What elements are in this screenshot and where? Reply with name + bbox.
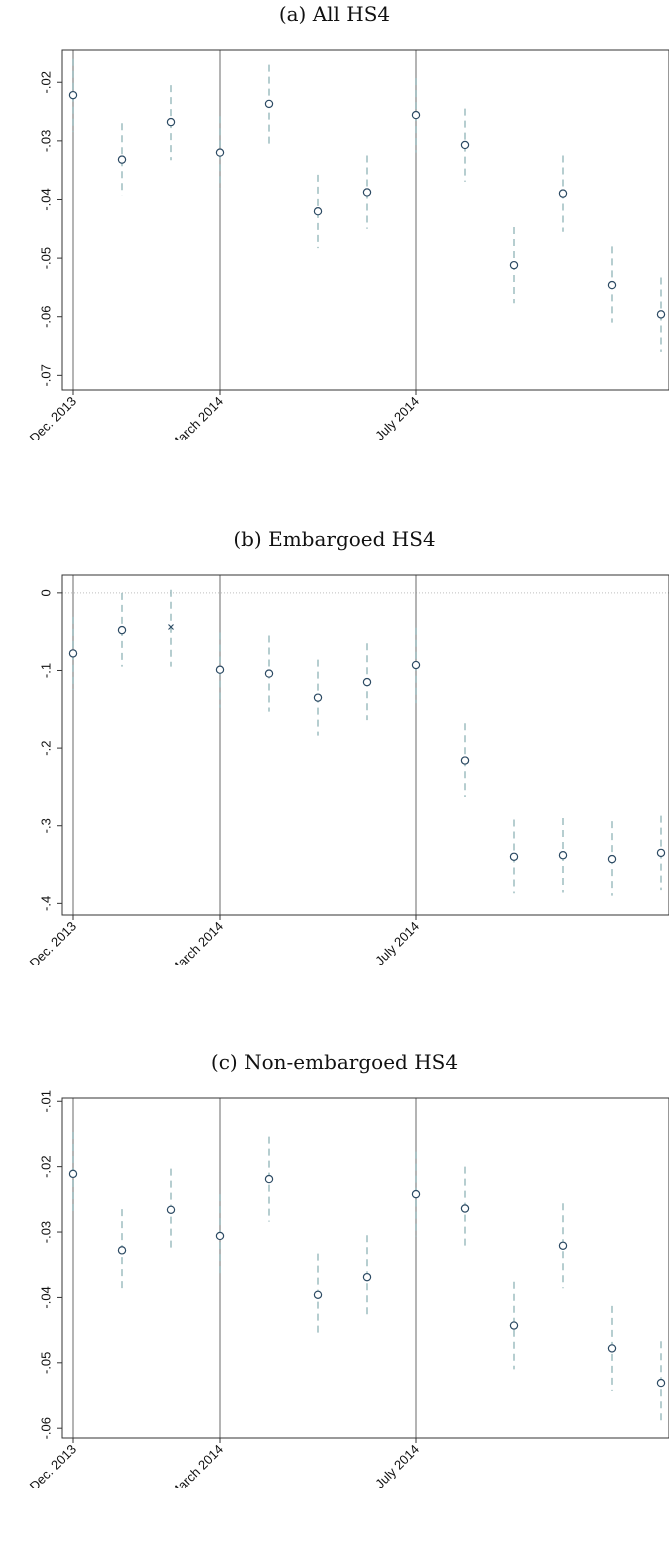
plot-frame <box>61 49 669 391</box>
point-marker <box>166 1205 176 1215</box>
point-marker <box>411 1189 421 1199</box>
point-marker <box>117 155 127 164</box>
point-marker <box>558 189 568 198</box>
point-marker <box>362 188 372 197</box>
x-stroke <box>168 624 174 630</box>
x-tick-label: March 2014 <box>167 394 226 440</box>
point-marker <box>411 110 421 120</box>
point-marker <box>215 665 225 674</box>
point-marker <box>558 1241 568 1250</box>
panel-b-chart: 0 -.1 -.2 -.3 -.4 Dec. 2013 March 2014 July 201… <box>27 574 669 965</box>
point-marker <box>460 1204 470 1213</box>
point-marker <box>607 854 617 864</box>
point-marker <box>313 693 323 702</box>
y-tick-label: -.07 <box>39 364 54 386</box>
y-tick-label: -.1 <box>39 663 54 678</box>
y-tick-label: -.4 <box>39 896 54 911</box>
y-tick-label: -.01 <box>39 1090 54 1112</box>
y-tick-label: -.3 <box>39 818 54 833</box>
point-marker <box>509 1321 519 1330</box>
y-tick-label: -.06 <box>39 1417 54 1439</box>
point-marker <box>509 852 519 861</box>
point-marker-x <box>168 624 174 630</box>
y-tick-label: -.03 <box>39 130 54 152</box>
point-marker <box>264 1174 274 1184</box>
point-marker <box>117 1246 127 1255</box>
point-marker <box>68 1169 78 1179</box>
point-marker <box>264 99 274 109</box>
y-tick-label: -.06 <box>39 306 54 328</box>
x-tick-label: Dec. 2013 <box>27 394 80 440</box>
x-tick-label: Dec. 2013 <box>27 1442 80 1488</box>
point-marker <box>509 260 519 270</box>
point-marker <box>460 756 470 765</box>
y-tick-label: -.2 <box>39 741 54 756</box>
point-marker <box>460 140 470 150</box>
point-marker <box>656 848 666 858</box>
point-marker <box>558 851 568 860</box>
panel-c-title: (c) Non-embargoed HS4 <box>210 1050 459 1074</box>
panel-a-chart: -.02 -.03 -.04 -.05 -.06 -.07 Dec. 2013 March 2… <box>27 49 669 440</box>
y-tick-label: -.03 <box>39 1221 54 1243</box>
y-tick-label: 0 <box>39 589 54 596</box>
plot-frame <box>61 574 669 916</box>
y-tick-label: -.05 <box>39 247 54 269</box>
point-marker <box>313 1290 323 1300</box>
point-marker <box>607 1344 617 1353</box>
point-marker <box>607 280 617 290</box>
point-marker <box>264 669 274 678</box>
point-marker <box>166 117 176 127</box>
panel-c-chart: -.01 -.02 -.03 -.04 -.05 -.06 Dec. 2013 March 2… <box>27 1090 669 1488</box>
plot-frame <box>61 1097 669 1439</box>
y-tick-label: -.02 <box>39 1155 54 1177</box>
x-tick-label: Dec. 2013 <box>27 919 80 965</box>
panel-b-title: (b) Embargoed HS4 <box>233 527 436 551</box>
point-marker <box>313 207 323 216</box>
y-tick-label: -.04 <box>39 1286 54 1308</box>
x-tick-label: July 2014 <box>372 1442 422 1488</box>
x-tick-label: March 2014 <box>167 919 226 965</box>
point-marker <box>68 649 78 658</box>
point-marker <box>117 625 127 635</box>
point-marker <box>362 1272 372 1282</box>
y-tick-label: -.05 <box>39 1352 54 1374</box>
point-marker <box>215 1231 225 1241</box>
y-tick-label: -.02 <box>39 71 54 93</box>
point-marker <box>362 677 372 687</box>
point-marker <box>656 1378 666 1388</box>
point-marker <box>68 90 78 100</box>
y-tick-label: -.04 <box>39 188 54 210</box>
x-tick-label: July 2014 <box>372 919 422 965</box>
panel-a-title: (a) All HS4 <box>278 2 391 26</box>
point-marker <box>411 660 421 670</box>
x-tick-label: July 2014 <box>372 394 422 440</box>
point-marker <box>656 310 666 319</box>
x-tick-label: March 2014 <box>167 1442 226 1488</box>
point-marker <box>215 148 225 157</box>
